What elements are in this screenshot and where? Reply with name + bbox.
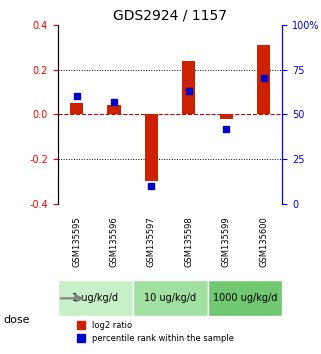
FancyBboxPatch shape (58, 280, 133, 316)
Bar (145, 114, 158, 181)
Text: GSM135598: GSM135598 (184, 217, 193, 268)
Text: GSM135599: GSM135599 (222, 217, 231, 267)
Legend: log2 ratio, percentile rank within the sample: log2 ratio, percentile rank within the s… (73, 317, 237, 346)
Title: GDS2924 / 1157: GDS2924 / 1157 (113, 8, 227, 22)
Bar (70, 103, 83, 114)
Bar (108, 105, 120, 114)
Text: dose: dose (3, 315, 30, 325)
Bar (220, 114, 233, 119)
Text: 1000 ug/kg/d: 1000 ug/kg/d (213, 293, 277, 303)
Text: 1 ug/kg/d: 1 ug/kg/d (72, 293, 118, 303)
Text: GSM135596: GSM135596 (109, 217, 118, 268)
Text: GSM135600: GSM135600 (259, 217, 268, 268)
Text: 10 ug/kg/d: 10 ug/kg/d (144, 293, 196, 303)
Text: GSM135595: GSM135595 (72, 217, 81, 267)
Text: GSM135597: GSM135597 (147, 217, 156, 268)
Bar (257, 45, 270, 114)
FancyBboxPatch shape (133, 280, 208, 316)
Bar (182, 61, 195, 114)
FancyBboxPatch shape (208, 280, 282, 316)
